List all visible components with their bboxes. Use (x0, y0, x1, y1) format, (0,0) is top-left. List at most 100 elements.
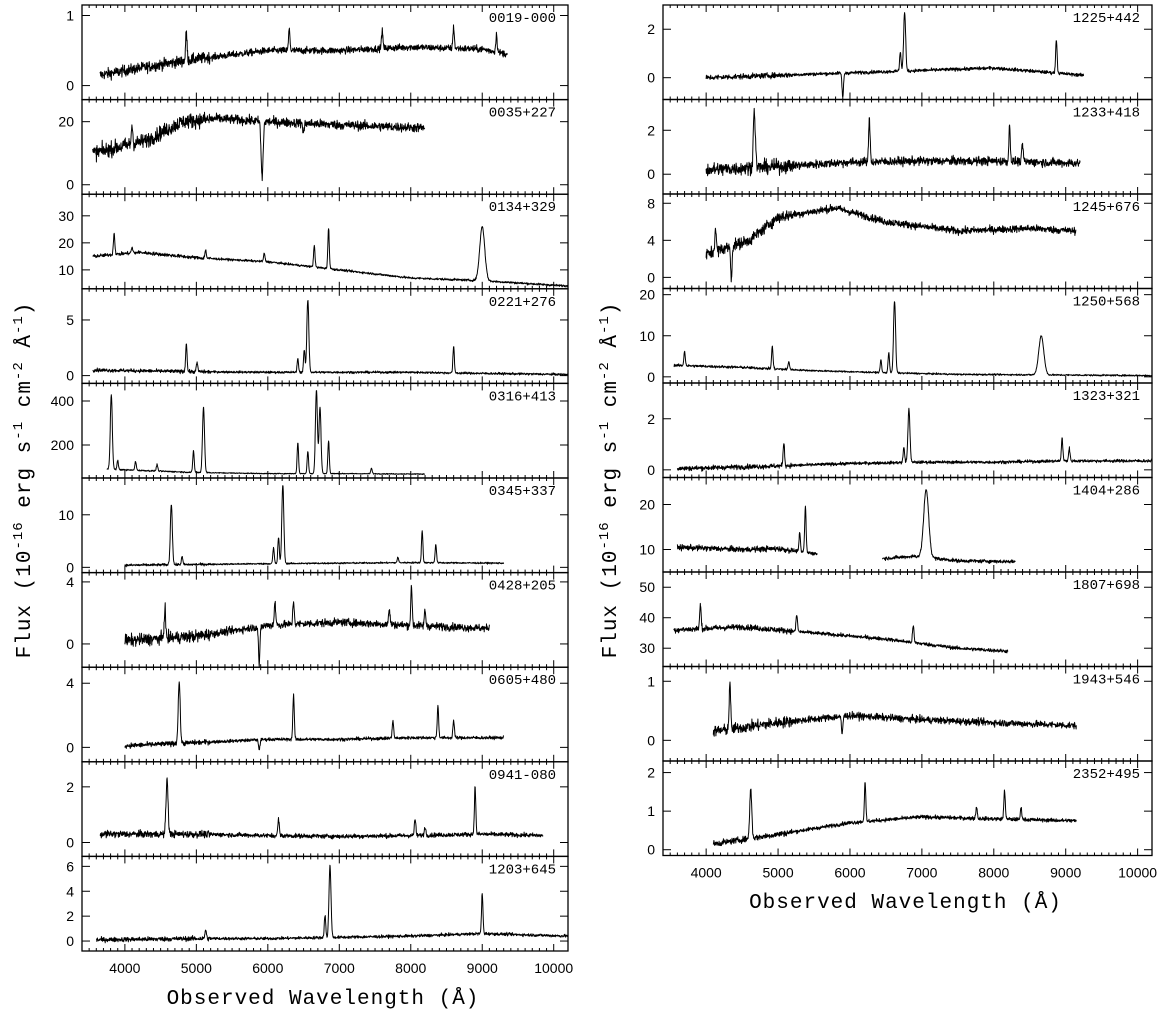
y-tick-label: 0 (66, 78, 74, 94)
panel-label: 0941-080 (489, 768, 556, 784)
spectrum-line (676, 407, 1153, 472)
panel-label: 0019-000 (489, 11, 556, 27)
y-tick-label: 5 (66, 312, 74, 328)
y-tick-label: 2 (66, 779, 74, 795)
panel-label: 0134+329 (489, 200, 556, 216)
spectrum-line (92, 111, 426, 182)
x-tick-label: 10000 (534, 960, 573, 976)
panel-1225+442: 0 2 1225+442 (647, 4, 1153, 101)
y-tick-label: 4 (66, 883, 74, 899)
y-tick-label: 4 (66, 675, 74, 691)
y-tick-label: 50 (639, 579, 655, 595)
x-axis-label: Observed Wavelength (Å) (167, 988, 480, 1011)
y-axis-label: Flux (10-16 erg s-1 cm-2 Å-1) (597, 302, 623, 659)
panel-1233+418: 0 2 1233+418 (647, 98, 1153, 195)
y-tick-label: 200 (51, 437, 75, 453)
x-tick-label: 9000 (467, 960, 498, 976)
spectrum-line (673, 602, 1009, 654)
panel-label: 1943+546 (1073, 673, 1140, 689)
y-tick-label: 30 (639, 640, 655, 656)
y-tick-label: 10 (58, 507, 74, 523)
y-tick-label: 0 (647, 269, 655, 285)
x-tick-label: 8000 (978, 865, 1009, 881)
y-tick-label: 1 (647, 673, 655, 689)
y-tick-label: 2 (647, 411, 655, 427)
y-tick-label: 20 (58, 114, 74, 130)
spectrum-line (95, 864, 569, 944)
spectrum-line (124, 485, 505, 568)
panel-label: 1233+418 (1073, 106, 1140, 122)
y-tick-label: 4 (66, 574, 74, 590)
panel-0035+227: 0 20 0035+227 (58, 98, 569, 195)
panel-label: 1245+676 (1073, 200, 1140, 216)
x-tick-label: 6000 (834, 865, 865, 881)
spectrum-line (705, 12, 1084, 98)
x-tick-label: 4000 (109, 960, 140, 976)
panel-label: 0428+205 (489, 579, 556, 595)
y-tick-label: 0 (66, 177, 74, 193)
y-tick-label: 40 (639, 610, 655, 626)
panel-0134+329: 10 20 30 0134+329 (58, 193, 569, 290)
panel-1404+286: 10 20 1404+286 (639, 476, 1153, 573)
spectrum-line (676, 505, 818, 556)
panel-1203+645: 0 2 4 6 1203+645 (66, 855, 569, 952)
panel-label: 1404+286 (1073, 484, 1140, 500)
panel-0221+276: 0 5 0221+276 (66, 288, 569, 385)
panel-label: 0035+227 (489, 106, 556, 122)
y-tick-label: 10 (639, 542, 655, 558)
y-tick-label: 4 (647, 232, 655, 248)
spectrum-line (124, 584, 490, 667)
y-tick-label: 20 (639, 497, 655, 513)
y-tick-label: 400 (51, 393, 75, 409)
y-tick-label: 0 (647, 166, 655, 182)
x-tick-label: 10000 (1118, 865, 1157, 881)
panel-0345+337: 0 10 0345+337 (58, 477, 569, 575)
y-tick-label: 20 (58, 235, 74, 251)
y-tick-label: 0 (647, 732, 655, 748)
spectrum-line (881, 489, 1016, 564)
spectrum-line (673, 301, 1153, 377)
x-tick-label: 9000 (1050, 865, 1081, 881)
y-tick-label: 0 (66, 739, 74, 755)
panel-label: 1250+568 (1073, 295, 1140, 311)
y-tick-label: 0 (66, 834, 74, 850)
panel-label: 1203+645 (489, 862, 556, 878)
spectrum-line (712, 681, 1077, 737)
panel-0941-080: 0 2 0941-080 (66, 761, 569, 858)
spectrum-line (106, 390, 426, 475)
y-tick-label: 0 (66, 636, 74, 652)
x-tick-label: 6000 (252, 960, 283, 976)
panel-label: 1807+698 (1073, 578, 1140, 594)
spectrum-line (99, 24, 508, 81)
panel-0428+205: 0 4 0428+205 (66, 571, 569, 668)
panel-0605+480: 0 4 0605+480 (66, 666, 569, 763)
y-tick-label: 1 (66, 8, 74, 24)
y-tick-label: 20 (639, 287, 655, 303)
x-tick-label: 4000 (691, 865, 722, 881)
panel-label: 0221+276 (489, 295, 556, 311)
y-axis-label: Flux (10-16 erg s-1 cm-2 Å-1) (11, 302, 37, 659)
y-tick-label: 2 (66, 908, 74, 924)
y-tick-label: 6 (66, 858, 74, 874)
x-tick-label: 5000 (181, 960, 212, 976)
y-tick-label: 10 (639, 328, 655, 344)
spectrum-line (705, 107, 1081, 177)
panel-label: 0605+480 (489, 673, 556, 689)
x-tick-label: 8000 (395, 960, 426, 976)
panel-label: 1225+442 (1073, 11, 1140, 27)
spectrum-line (705, 203, 1077, 283)
spectrum-line (124, 681, 505, 751)
panel-label: 0345+337 (489, 484, 556, 500)
panel-1245+676: 0 4 8 1245+676 (647, 193, 1153, 290)
spectrum-line (92, 300, 569, 376)
panel-0019-000: 0 1 0019-000 (66, 4, 569, 101)
x-tick-label: 5000 (762, 865, 793, 881)
panel-1807+698: 30 40 50 1807+698 (639, 571, 1153, 668)
y-tick-label: 10 (58, 262, 74, 278)
y-tick-label: 2 (647, 21, 655, 37)
y-tick-label: 0 (66, 368, 74, 384)
